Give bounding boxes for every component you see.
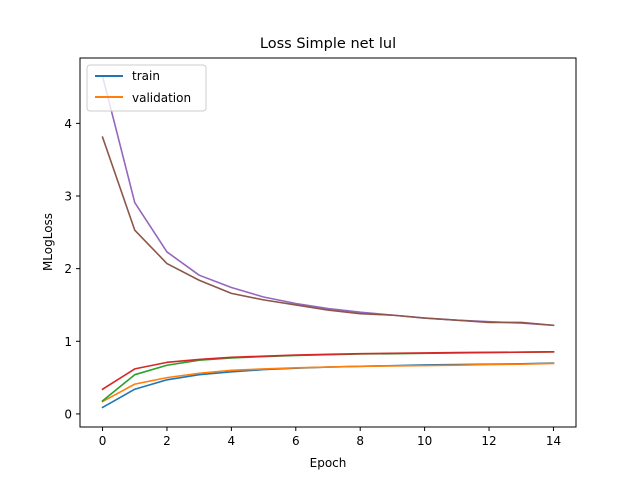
plot-area (101, 75, 555, 409)
legend-label-train: train (132, 69, 160, 83)
x-tick-label: 14 (546, 434, 561, 448)
x-axis-title: Epoch (310, 456, 347, 470)
x-tick-label: 6 (292, 434, 300, 448)
y-tick-label: 0 (64, 407, 72, 421)
y-axis-title: MLogLoss (41, 213, 55, 271)
x-tick-label: 4 (228, 434, 236, 448)
x-tick-label: 0 (99, 434, 107, 448)
series-line-series-4 (101, 351, 555, 391)
series-line-series-6 (101, 136, 555, 327)
y-tick-label: 3 (64, 190, 72, 204)
x-tick-label: 12 (481, 434, 496, 448)
legend: train validation (86, 64, 207, 112)
y-tick-label: 4 (64, 117, 72, 131)
plot-frame (79, 57, 577, 428)
y-tick-label: 2 (64, 262, 72, 276)
chart-title: Loss Simple net lul (260, 36, 396, 52)
series-line-validation (101, 362, 555, 403)
x-tick-label: 10 (417, 434, 432, 448)
legend-label-validation: validation (132, 91, 191, 105)
x-tick-label: 2 (163, 434, 171, 448)
y-tick-label: 1 (64, 335, 72, 349)
x-tick-label: 8 (356, 434, 364, 448)
